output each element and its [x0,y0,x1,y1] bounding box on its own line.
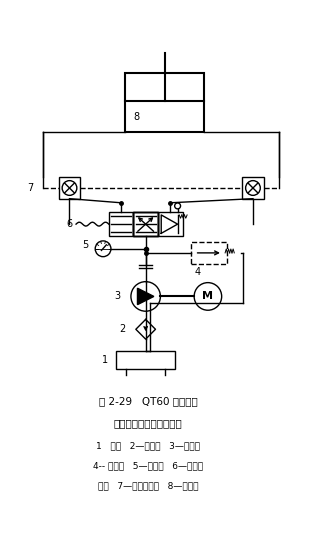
Text: 4-- 溢流阀   5—压力表   6—手动换: 4-- 溢流阀 5—压力表 6—手动换 [93,461,203,470]
Text: 5: 5 [82,240,88,250]
Bar [133,212,158,236]
Bar [125,73,204,132]
Polygon shape [138,288,154,305]
Bar [116,351,175,368]
Text: 6: 6 [66,219,73,229]
Bar [158,212,183,236]
Bar [133,212,158,236]
Bar [109,212,133,236]
Bar [133,212,158,236]
Text: 1   油箱   2—过滤器   3—齿轮泵: 1 油箱 2—过滤器 3—齿轮泵 [96,441,200,450]
Text: 3: 3 [115,291,121,301]
Text: M: M [202,291,214,301]
Text: 重机升降液压系统原理图: 重机升降液压系统原理图 [114,418,183,428]
Text: 1: 1 [102,354,108,365]
Text: 4: 4 [194,267,200,277]
Bar [242,178,264,199]
Bar [59,178,80,199]
Text: 7: 7 [27,183,33,193]
Text: 图 2-29   QT60 型塔式起: 图 2-29 QT60 型塔式起 [99,396,197,407]
Bar [191,242,227,264]
Text: 8: 8 [134,113,140,122]
Text: 向阀   7—双向液压锁   8—液压缸: 向阀 7—双向液压锁 8—液压缸 [98,481,198,490]
Text: 2: 2 [120,324,126,334]
